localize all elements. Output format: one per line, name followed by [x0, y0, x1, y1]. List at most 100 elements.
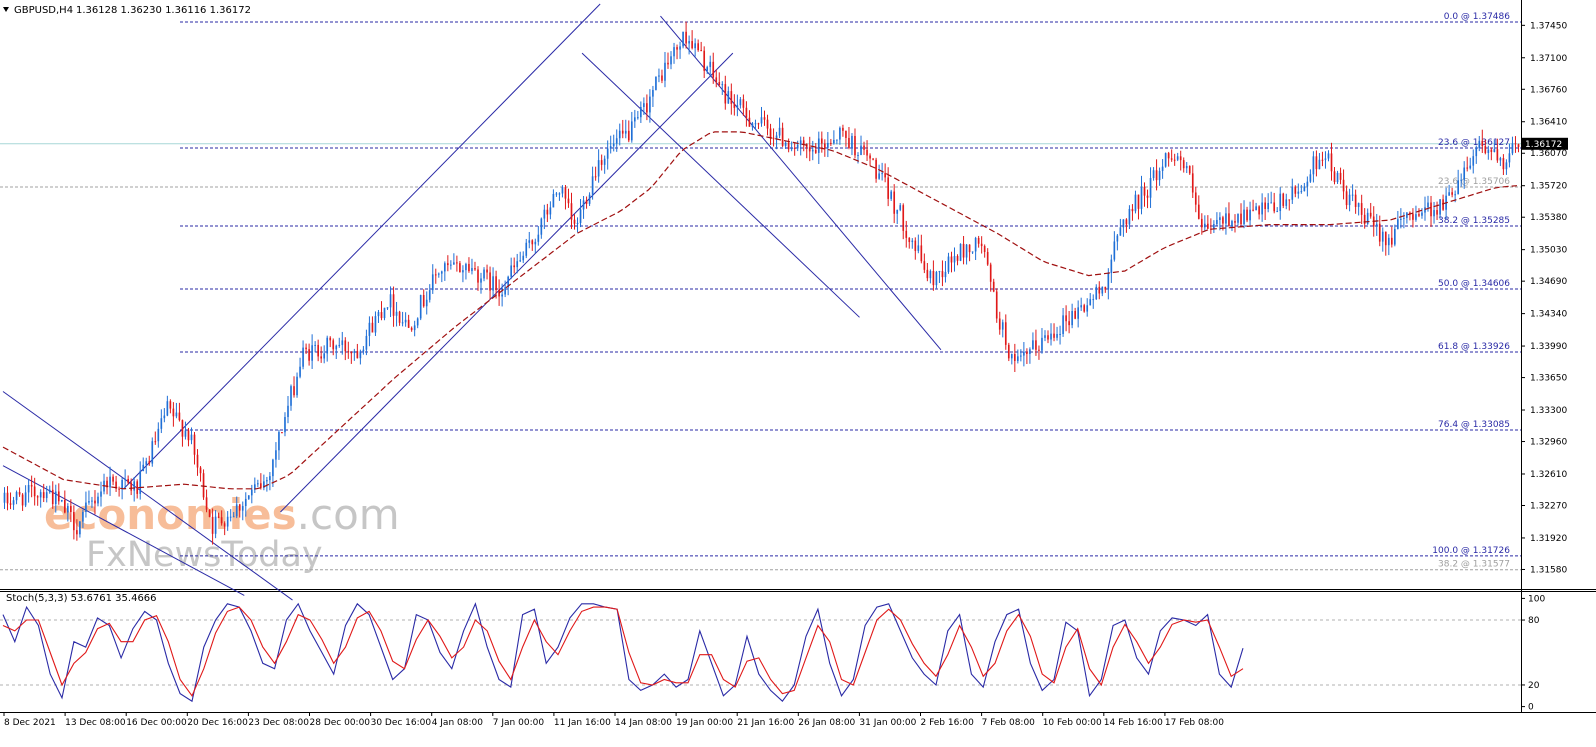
candle-body [145, 461, 148, 465]
candle-body [27, 485, 30, 493]
time-tick-label: 7 Jan 00:00 [493, 718, 545, 728]
candle-body [94, 500, 96, 504]
candle-body [1261, 202, 1263, 215]
time-tick-label: 7 Feb 08:00 [982, 718, 1036, 728]
time-tick-label: 26 Jan 08:00 [798, 718, 855, 728]
candle-body [763, 117, 766, 120]
candle-body [1035, 340, 1037, 350]
candle-body [471, 268, 473, 272]
candle-body [42, 492, 45, 499]
candle-body [935, 272, 938, 286]
candle-body [932, 271, 935, 286]
candle-body [112, 476, 114, 482]
candle-body [1092, 299, 1095, 301]
candle-body [721, 84, 724, 86]
time-tick-label: 28 Dec 00:00 [310, 718, 371, 728]
triangle-down-icon[interactable] [3, 7, 9, 12]
candle-body [190, 434, 193, 441]
candle-body [591, 176, 594, 195]
candle-body [51, 489, 54, 505]
candle-body [15, 492, 18, 501]
candle-body [694, 43, 696, 49]
candle-body [549, 207, 552, 215]
candle-body [1089, 299, 1092, 306]
candle-body [181, 420, 184, 437]
candle-body [462, 270, 464, 273]
candle-body [718, 82, 721, 86]
watermark-accent: economies [44, 490, 297, 539]
fib-label-blue: 100.0 @ 1.31726 [1432, 546, 1510, 556]
candle-body [1481, 140, 1484, 147]
candle-body [275, 450, 277, 460]
candle-body [543, 209, 546, 219]
candle-body [347, 351, 350, 353]
candle-body [793, 147, 796, 149]
candle-body [407, 319, 410, 328]
candle-body [338, 344, 341, 346]
candle-body [733, 103, 736, 108]
candle-body [986, 251, 989, 265]
candle-body [724, 84, 727, 104]
candle-body [1264, 202, 1266, 210]
candle-body [320, 356, 322, 359]
candle-body [474, 268, 476, 270]
candle-body [772, 137, 775, 140]
candle-body [1297, 191, 1300, 194]
candle-body [220, 517, 223, 524]
candle-body [980, 243, 983, 247]
candle-body [1023, 351, 1025, 356]
candle-body [1442, 199, 1444, 210]
candle-body [1191, 173, 1194, 193]
candle-body [121, 479, 123, 490]
candle-body [109, 476, 111, 488]
candle-body [1436, 210, 1438, 215]
fibonacci-levels: 0.0 @ 1.37486 23.6 @ 1.36127 38.2 @ 1.3528… [0, 12, 1521, 571]
candle-body [630, 121, 633, 141]
candle-body [1318, 159, 1321, 170]
time-tick-label: 14 Feb 16:00 [1104, 718, 1163, 728]
candle-body [30, 485, 33, 487]
candle-body [1225, 213, 1227, 224]
candle-body [1243, 209, 1245, 225]
stoch-tick-label: 0 [1528, 703, 1534, 713]
candle-body [1216, 220, 1218, 225]
candle-body [1219, 217, 1221, 221]
candle-body [1149, 178, 1152, 198]
candle-body [199, 467, 202, 474]
candle-body [688, 41, 690, 44]
candle-body [998, 318, 1001, 330]
candle-body [1351, 194, 1354, 196]
candle-body [627, 130, 630, 141]
candle-body [1074, 311, 1076, 319]
candle-body [1457, 180, 1459, 195]
candle-body [606, 148, 609, 159]
candle-body [790, 147, 793, 150]
candle-body [1273, 202, 1276, 212]
candle-body [1131, 208, 1134, 212]
candle-body [751, 123, 754, 127]
candle-body [1161, 166, 1164, 171]
time-tick-label: 16 Dec 00:00 [126, 718, 187, 728]
candle-body [229, 516, 232, 518]
candle-body [6, 492, 9, 504]
candle-body [1475, 148, 1478, 157]
candle-body [296, 376, 298, 396]
candle-body [956, 256, 959, 261]
moving-average [2, 131, 1518, 490]
time-tick-label: 14 Jan 08:00 [615, 718, 672, 728]
candle-body [516, 261, 519, 268]
candle-body [196, 454, 199, 468]
candle-body [269, 476, 271, 481]
candle-body [450, 264, 452, 266]
candle-body [540, 218, 543, 235]
candle-body [1237, 213, 1239, 223]
candle-body [600, 160, 603, 165]
candle-body [1113, 241, 1116, 260]
candle-body [1327, 153, 1330, 159]
candle-body [299, 366, 301, 377]
candle-body [477, 269, 479, 283]
candle-body [703, 50, 706, 71]
candle-body [284, 417, 286, 433]
fib-label-grey: 23.6 @ 1.35706 [1438, 177, 1510, 187]
